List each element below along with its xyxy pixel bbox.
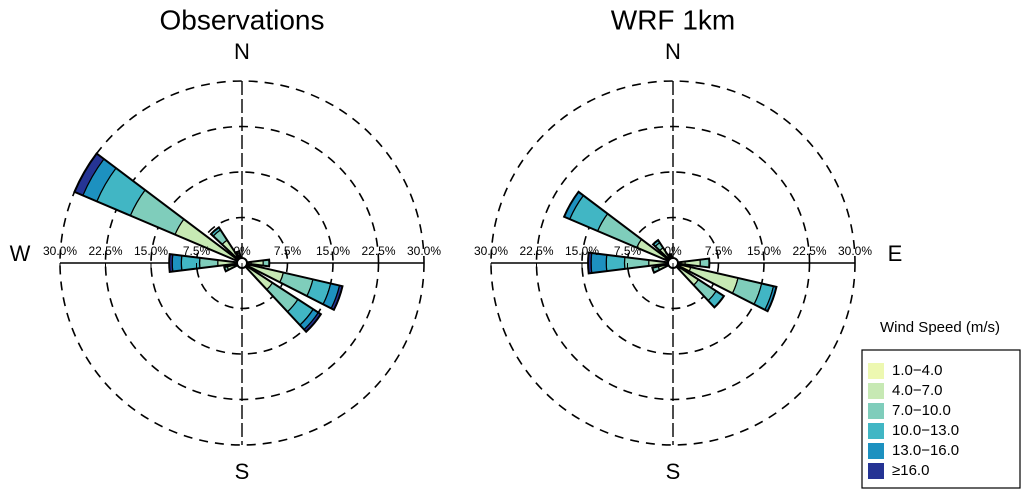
legend-swatch [868,403,884,419]
r-tick-label: 15.0% [316,244,350,258]
wedge-segment [172,254,182,271]
chart-title: WRF 1km [611,4,735,35]
chart-title: Observations [160,4,325,35]
legend-label: 4.0−7.0 [892,382,942,399]
compass-label: S [666,459,681,484]
legend-swatch [868,423,884,439]
r-tick-label: 22.5% [792,244,826,258]
r-tick-label: 30.0% [838,244,872,258]
r-tick-label: 7.5% [274,244,302,258]
r-tick-label: 7.5% [183,244,211,258]
legend-swatch [868,383,884,399]
compass-label: E [888,241,903,266]
compass-label: S [235,459,250,484]
r-tick-label: 30.0% [407,244,441,258]
r-tick-label: 22.5% [88,244,122,258]
r-tick-label: 30.0% [474,244,508,258]
legend-swatch [868,363,884,379]
r-tick-label: 30.0% [43,244,77,258]
legend-label: 1.0−4.0 [892,362,942,379]
r-tick-label: 22.5% [519,244,553,258]
legend-label: 7.0−10.0 [892,402,951,419]
r-tick-label: 15.0% [747,244,781,258]
legend-swatch [868,463,884,479]
compass-label: N [665,39,681,64]
r-tick-label: 15.0% [134,244,168,258]
r-tick-label: 15.0% [565,244,599,258]
r-tick-label: 0% [664,244,682,258]
legend-swatch [868,443,884,459]
r-tick-label: 22.5% [361,244,395,258]
r-tick-label: 0% [233,244,251,258]
legend-title: Wind Speed (m/s) [880,319,1000,336]
compass-label: W [10,241,31,266]
legend-label: ≥16.0 [892,462,929,479]
r-tick-label: 7.5% [614,244,642,258]
legend-label: 13.0−16.0 [892,442,959,459]
legend-label: 10.0−13.0 [892,422,959,439]
r-tick-label: 7.5% [705,244,733,258]
compass-label: N [234,39,250,64]
